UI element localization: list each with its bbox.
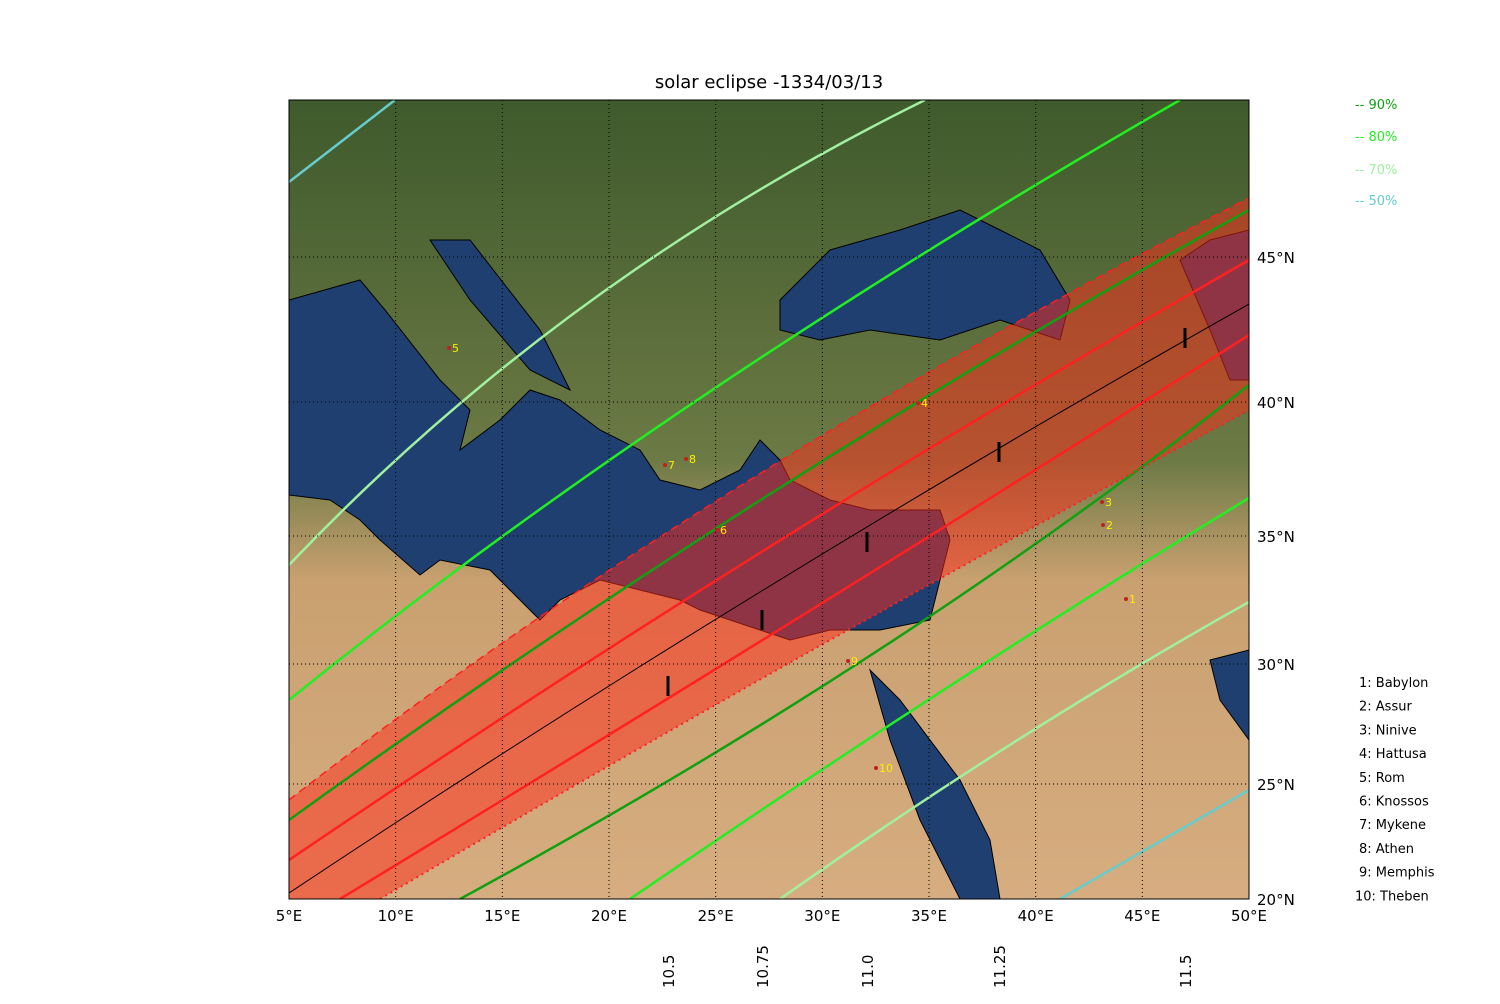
city-dot xyxy=(715,528,719,532)
contour-80 xyxy=(629,496,1249,899)
lon-label: 45°E xyxy=(1124,907,1160,925)
time-label: 10.5 xyxy=(660,955,678,988)
lat-label: 35°N xyxy=(1257,528,1295,546)
lat-label: 40°N xyxy=(1257,394,1295,412)
lon-label: 25°E xyxy=(698,907,734,925)
contour-90 xyxy=(289,208,1249,822)
lat-label: 20°N xyxy=(1257,891,1295,909)
lon-label: 10°E xyxy=(378,907,414,925)
lon-label: 35°E xyxy=(911,907,947,925)
contour-50 xyxy=(1059,788,1249,899)
lat-label: 25°N xyxy=(1257,776,1295,794)
city-dot xyxy=(916,401,920,405)
city-marker: 10 xyxy=(879,762,893,775)
totality-edge xyxy=(289,258,1249,862)
persian-gulf xyxy=(1209,649,1249,741)
totality-edge xyxy=(339,333,1249,899)
city-dot xyxy=(684,457,688,461)
path-edge xyxy=(379,409,1249,899)
lon-label: 5°E xyxy=(276,907,303,925)
city-key: 1: Babylon xyxy=(1359,676,1428,691)
city-key: 10: Theben xyxy=(1355,889,1429,904)
lat-label: 30°N xyxy=(1257,656,1295,674)
city-marker: 2 xyxy=(1106,519,1113,532)
city-marker: 1 xyxy=(1129,593,1136,606)
city-marker: 6 xyxy=(720,524,727,537)
lat-label: 45°N xyxy=(1257,249,1295,267)
city-dot xyxy=(874,766,878,770)
city-dot xyxy=(1101,523,1105,527)
time-label: 11.5 xyxy=(1177,955,1195,988)
city-marker: 3 xyxy=(1105,496,1112,509)
city-marker: 5 xyxy=(452,342,459,355)
city-key: 7: Mykene xyxy=(1359,818,1426,833)
lon-label: 40°E xyxy=(1018,907,1054,925)
lon-label: 50°E xyxy=(1231,907,1267,925)
city-dot xyxy=(663,463,667,467)
city-key: 6: Knossos xyxy=(1359,795,1429,810)
city-key: 5: Rom xyxy=(1359,771,1405,786)
time-label: 11.25 xyxy=(991,945,1009,988)
plot-frame xyxy=(288,99,1250,900)
lon-label: 30°E xyxy=(804,907,840,925)
city-key: 9: Memphis xyxy=(1359,866,1435,881)
city-dot xyxy=(1124,597,1128,601)
city-marker: 7 xyxy=(668,459,675,472)
legend-entry: -- 50% xyxy=(1355,194,1397,209)
city-dot xyxy=(846,659,850,663)
contour-90 xyxy=(459,384,1249,899)
city-key: 3: Ninive xyxy=(1359,723,1417,738)
lon-label: 20°E xyxy=(591,907,627,925)
contour-70 xyxy=(779,600,1249,899)
contour-70 xyxy=(289,100,926,566)
red-sea xyxy=(868,668,1001,899)
contour-50 xyxy=(289,100,396,183)
labels: 5°E 10°E 15°E 20°E 25°E 30°E 35°E 40°E 45°E 50°E2… xyxy=(276,98,1435,988)
path-edge xyxy=(289,197,1249,801)
legend-entry: -- 90% xyxy=(1355,98,1397,113)
map-area xyxy=(289,100,1249,899)
city-key: 2: Assur xyxy=(1359,700,1412,715)
legend-entry: -- 70% xyxy=(1355,163,1397,178)
city-marker: 4 xyxy=(921,397,928,410)
time-label: 11.0 xyxy=(859,955,877,988)
adriatic xyxy=(429,239,572,392)
contours xyxy=(289,100,1249,899)
city-key: 4: Hattusa xyxy=(1359,747,1427,762)
city-dot xyxy=(447,346,451,350)
graticule xyxy=(289,100,1249,899)
legend-entry: -- 80% xyxy=(1355,130,1397,145)
city-marker: 8 xyxy=(689,453,696,466)
contour-80 xyxy=(289,100,1181,701)
map-title: solar eclipse -1334/03/13 xyxy=(655,72,883,93)
city-key: 8: Athen xyxy=(1359,842,1414,857)
city-marker: 9 xyxy=(851,655,858,668)
time-label: 10.75 xyxy=(754,945,772,988)
city-dot xyxy=(1100,500,1104,504)
central-line xyxy=(289,303,1249,894)
lon-label: 15°E xyxy=(484,907,520,925)
